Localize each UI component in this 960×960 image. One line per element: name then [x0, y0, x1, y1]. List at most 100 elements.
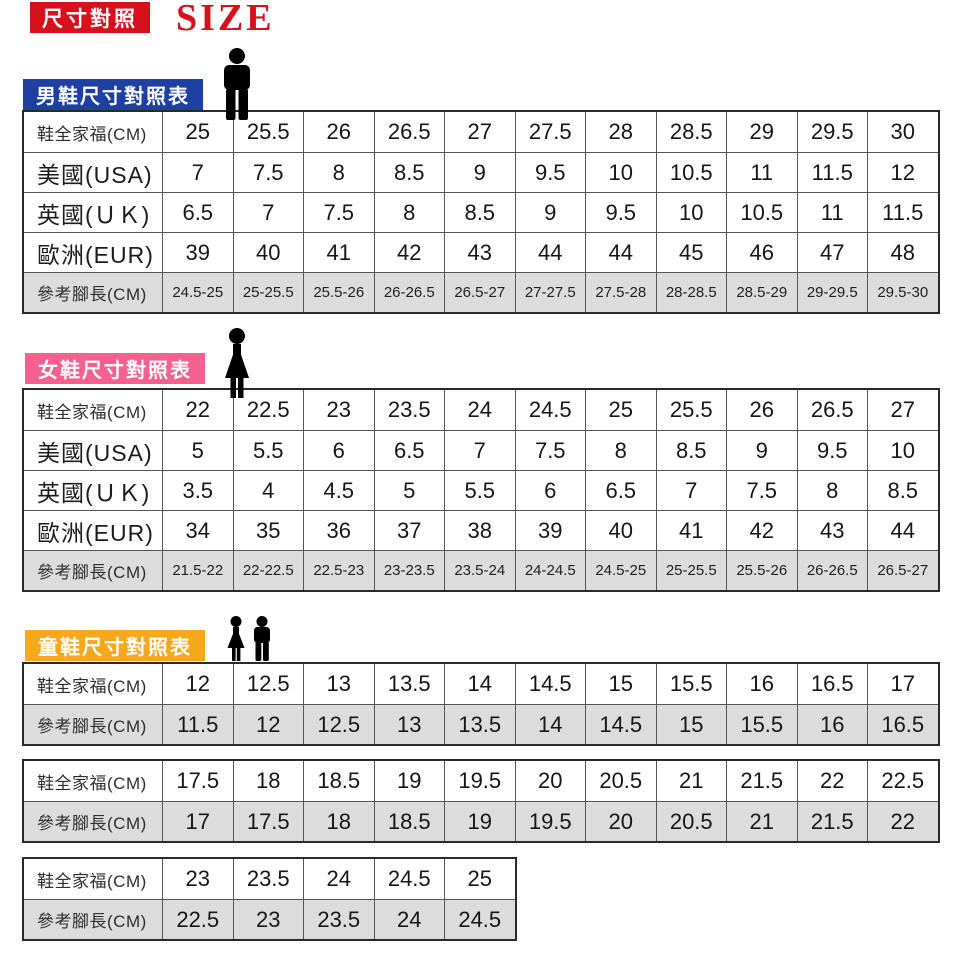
- size-cell: 13: [303, 664, 374, 704]
- size-cell: 37: [373, 510, 444, 550]
- size-cell: 6: [303, 430, 374, 470]
- size-cell: 26: [726, 390, 797, 430]
- size-cell: 16.5: [867, 704, 938, 744]
- size-cell: 25.5-26: [726, 550, 797, 590]
- size-cell: 41: [303, 232, 374, 272]
- size-cell: 24: [303, 859, 374, 899]
- size-cell: 42: [373, 232, 444, 272]
- size-cell: 24.5: [444, 899, 515, 939]
- size-cell: 5.5: [232, 430, 303, 470]
- size-cell: 47: [796, 232, 867, 272]
- size-cell: 25-25.5: [655, 550, 726, 590]
- size-cell: 28-28.5: [655, 272, 726, 312]
- size-cell: 10: [655, 192, 726, 232]
- size-cell: 8: [585, 430, 656, 470]
- size-cell: 13.5: [444, 704, 515, 744]
- size-cell: 8: [796, 470, 867, 510]
- size-cell: 9.5: [514, 152, 585, 192]
- size-cell: 7.5: [303, 192, 374, 232]
- size-cell: 12: [232, 704, 303, 744]
- size-cell: 16: [796, 704, 867, 744]
- size-cell: 7.5: [232, 152, 303, 192]
- row-label-shoe-length: 鞋全家福(CM): [24, 112, 162, 152]
- size-cell: 7.5: [514, 430, 585, 470]
- size-cell: 22: [162, 390, 233, 430]
- size-cell: 16: [726, 664, 797, 704]
- size-cell: 12: [162, 664, 233, 704]
- size-cell: 20.5: [655, 801, 726, 841]
- size-cell: 26.5: [796, 390, 867, 430]
- size-cell: 43: [444, 232, 515, 272]
- size-cell: 39: [162, 232, 233, 272]
- size-cell: 7: [162, 152, 233, 192]
- row-label-shoe-length: 鞋全家福(CM): [24, 859, 162, 899]
- row-label-region: 歐洲(EUR): [24, 510, 162, 550]
- row-label-foot-ref: 參考腳長(CM): [24, 272, 162, 312]
- size-cell: 18: [303, 801, 374, 841]
- size-cell: 29.5: [796, 112, 867, 152]
- size-cell: 15: [655, 704, 726, 744]
- size-cell: 42: [726, 510, 797, 550]
- size-cell: 6: [514, 470, 585, 510]
- size-cell: 24: [373, 899, 444, 939]
- size-cell: 8.5: [655, 430, 726, 470]
- size-cell: 19: [444, 801, 515, 841]
- size-cell: 23: [303, 390, 374, 430]
- size-cell: 16.5: [796, 664, 867, 704]
- size-cell: 9.5: [585, 192, 656, 232]
- size-cell: 3.5: [162, 470, 233, 510]
- size-cell: 48: [867, 232, 938, 272]
- size-cell: 39: [514, 510, 585, 550]
- size-cell: 19: [373, 761, 444, 801]
- size-cell: 25.5-26: [303, 272, 374, 312]
- size-cell: 22.5: [867, 761, 938, 801]
- size-cell: 24: [444, 390, 515, 430]
- woman-icon: [221, 328, 253, 398]
- size-cell: 44: [867, 510, 938, 550]
- size-cell: 15.5: [726, 704, 797, 744]
- size-cell: 26: [303, 112, 374, 152]
- size-cell: 7.5: [726, 470, 797, 510]
- size-cell: 12: [867, 152, 938, 192]
- size-cell: 23.5: [232, 859, 303, 899]
- size-cell: 38: [444, 510, 515, 550]
- size-cell: 43: [796, 510, 867, 550]
- row-label-region: 美國(USA): [24, 430, 162, 470]
- size-cell: 19.5: [514, 801, 585, 841]
- row-label-foot-ref: 參考腳長(CM): [24, 704, 162, 744]
- page-title-badge: 尺寸對照: [30, 2, 150, 33]
- size-cell: 25: [585, 390, 656, 430]
- children-icon: [224, 616, 276, 662]
- size-cell: 29: [726, 112, 797, 152]
- size-cell: 26.5-27: [867, 550, 938, 590]
- size-cell: 10.5: [655, 152, 726, 192]
- kids-size-table-1: 鞋全家福(CM) 12 12.5 13 13.5 14 14.5 15 15.5 16 16.5 17…: [22, 662, 940, 746]
- size-cell: 11.5: [867, 192, 938, 232]
- size-cell: 29-29.5: [796, 272, 867, 312]
- size-cell: 22.5: [232, 390, 303, 430]
- size-cell: 30: [867, 112, 938, 152]
- size-cell: 17.5: [232, 801, 303, 841]
- size-cell: 17: [867, 664, 938, 704]
- size-cell: 23.5: [373, 390, 444, 430]
- row-label-shoe-length: 鞋全家福(CM): [24, 664, 162, 704]
- size-cell: 11.5: [162, 704, 233, 744]
- size-cell: 26.5-27: [444, 272, 515, 312]
- size-cell: 10.5: [726, 192, 797, 232]
- size-cell: 8: [373, 192, 444, 232]
- size-cell: 17.5: [162, 761, 233, 801]
- size-cell: 26.5: [373, 112, 444, 152]
- size-cell: 14: [514, 704, 585, 744]
- size-cell: 18.5: [373, 801, 444, 841]
- size-cell: 15: [585, 664, 656, 704]
- size-cell: 27.5-28: [585, 272, 656, 312]
- size-cell: 7: [655, 470, 726, 510]
- size-cell: 22-22.5: [232, 550, 303, 590]
- size-cell: 14.5: [514, 664, 585, 704]
- page-title-size: SIZE: [176, 0, 275, 39]
- size-cell: 27.5: [514, 112, 585, 152]
- size-cell: 14.5: [585, 704, 656, 744]
- size-cell: 24.5: [373, 859, 444, 899]
- size-cell: 27: [444, 112, 515, 152]
- size-cell: 25-25.5: [232, 272, 303, 312]
